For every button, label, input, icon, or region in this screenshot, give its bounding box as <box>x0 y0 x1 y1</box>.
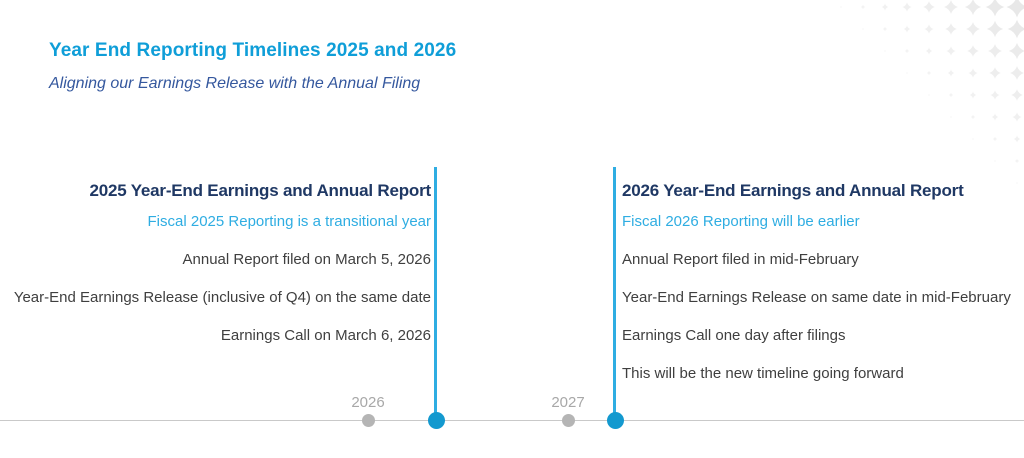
page-title: Year End Reporting Timelines 2025 and 20… <box>49 40 457 61</box>
panel-2025: 2025 Year-End Earnings and Annual Report… <box>0 181 431 365</box>
timeline-event-dot <box>607 412 624 429</box>
panel-2026-highlight: Fiscal 2026 Reporting will be earlier <box>622 213 860 230</box>
panel-2026-item: Annual Report filed in mid-February <box>622 251 859 268</box>
panel-2026-item: Earnings Call one day after filings <box>622 327 846 344</box>
timeline-year-dot <box>562 414 575 427</box>
panel-2025-heading: 2025 Year-End Earnings and Annual Report <box>89 181 431 200</box>
timeline-year-label: 2026 <box>351 394 385 411</box>
timeline-event-dot <box>428 412 445 429</box>
panel-2025-highlight: Fiscal 2025 Reporting is a transitional … <box>147 213 431 230</box>
timeline-axis <box>0 420 1024 421</box>
timeline-year-dot <box>362 414 375 427</box>
timeline-connector-2025 <box>434 167 437 421</box>
timeline-year-label: 2027 <box>551 394 585 411</box>
panel-2025-item: Earnings Call on March 6, 2026 <box>220 327 431 344</box>
panel-2026-item: This will be the new timeline going forw… <box>622 365 904 382</box>
panel-2025-item: Annual Report filed on March 5, 2026 <box>182 251 432 268</box>
panel-2025-item: Year-End Earnings Release (inclusive of … <box>13 289 431 306</box>
panel-2026-item: Year-End Earnings Release on same date i… <box>622 289 1011 306</box>
decorative-diamond-pattern <box>840 0 1024 184</box>
page-subtitle: Aligning our Earnings Release with the A… <box>49 75 421 92</box>
panel-2026: 2026 Year-End Earnings and Annual Report… <box>622 181 1022 403</box>
timeline-connector-2026 <box>613 167 616 421</box>
panel-2026-heading: 2026 Year-End Earnings and Annual Report <box>622 181 964 200</box>
